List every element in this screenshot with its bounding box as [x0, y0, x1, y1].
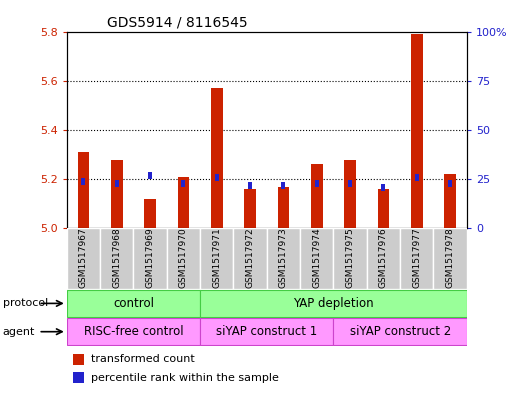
Bar	[278, 187, 289, 228]
Bar	[200, 228, 233, 289]
Bar	[215, 174, 219, 181]
Text: percentile rank within the sample: percentile rank within the sample	[91, 373, 279, 383]
Bar	[267, 228, 300, 289]
Text: GSM1517969: GSM1517969	[146, 227, 154, 288]
Bar	[244, 189, 256, 228]
Bar	[344, 160, 356, 228]
Bar	[200, 318, 333, 345]
Bar	[167, 228, 200, 289]
Bar	[378, 189, 389, 228]
Text: RISC-free control: RISC-free control	[84, 325, 183, 338]
Bar	[300, 228, 333, 289]
Bar	[77, 152, 89, 228]
Bar	[67, 290, 200, 317]
Bar	[148, 172, 152, 179]
Text: siYAP construct 1: siYAP construct 1	[216, 325, 318, 338]
Bar	[73, 354, 84, 365]
Bar	[133, 228, 167, 289]
Bar	[211, 88, 223, 228]
Bar	[73, 372, 84, 383]
Text: protocol: protocol	[3, 298, 48, 309]
Bar	[433, 228, 467, 289]
Bar	[348, 180, 352, 187]
Bar	[367, 228, 400, 289]
Text: GSM1517977: GSM1517977	[412, 227, 421, 288]
Text: YAP depletion: YAP depletion	[293, 297, 374, 310]
Bar	[144, 199, 156, 228]
Bar	[415, 174, 419, 181]
Text: GSM1517971: GSM1517971	[212, 227, 221, 288]
Bar	[282, 182, 285, 189]
Bar	[448, 180, 452, 187]
Text: GSM1517978: GSM1517978	[446, 227, 455, 288]
Bar	[100, 228, 133, 289]
Text: GSM1517974: GSM1517974	[312, 227, 321, 288]
Bar	[444, 174, 456, 228]
Text: GSM1517972: GSM1517972	[246, 227, 254, 288]
Bar	[67, 228, 100, 289]
Text: GSM1517973: GSM1517973	[279, 227, 288, 288]
Bar	[182, 180, 185, 187]
Text: GSM1517976: GSM1517976	[379, 227, 388, 288]
Text: GSM1517967: GSM1517967	[79, 227, 88, 288]
Bar	[115, 180, 119, 187]
Text: control: control	[113, 297, 154, 310]
Bar	[200, 290, 467, 317]
Bar	[111, 160, 123, 228]
Text: GSM1517968: GSM1517968	[112, 227, 121, 288]
Bar	[315, 180, 319, 187]
Bar	[177, 177, 189, 228]
Bar	[400, 228, 433, 289]
Bar	[82, 178, 85, 185]
Bar	[411, 34, 423, 228]
Text: GDS5914 / 8116545: GDS5914 / 8116545	[107, 15, 247, 29]
Text: transformed count: transformed count	[91, 354, 194, 364]
Text: GSM1517975: GSM1517975	[346, 227, 354, 288]
Bar	[382, 184, 385, 191]
Text: agent: agent	[3, 327, 35, 337]
Bar	[333, 228, 367, 289]
Text: siYAP construct 2: siYAP construct 2	[349, 325, 451, 338]
Bar	[248, 182, 252, 189]
Text: GSM1517970: GSM1517970	[179, 227, 188, 288]
Bar	[311, 165, 323, 228]
Bar	[233, 228, 267, 289]
Bar	[333, 318, 467, 345]
Bar	[67, 318, 200, 345]
